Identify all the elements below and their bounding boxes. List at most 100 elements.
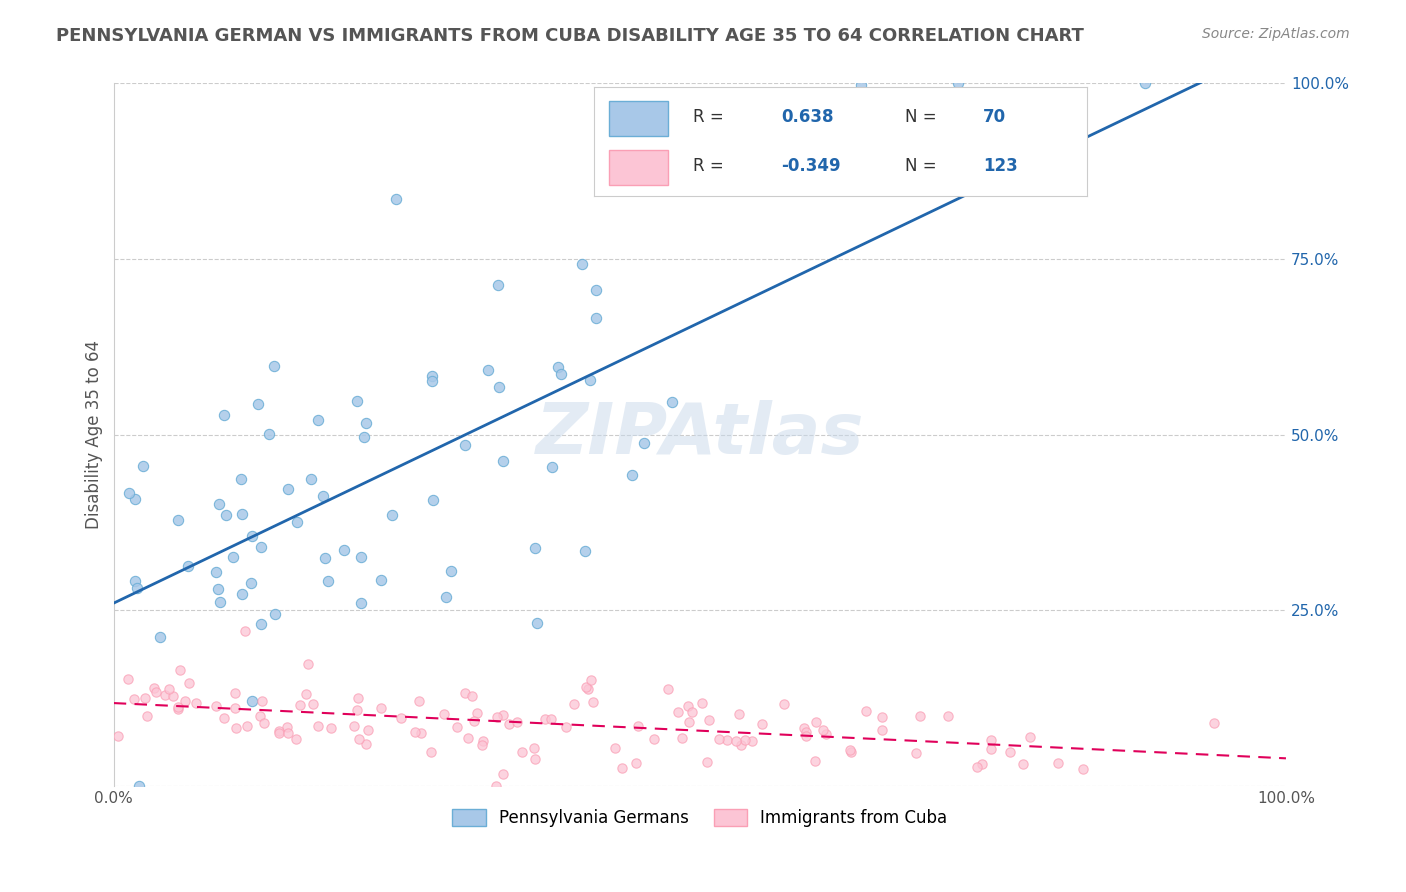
Point <box>676 699 699 714</box>
Point <box>904 746 927 760</box>
Point <box>389 711 412 725</box>
Point <box>231 587 253 601</box>
Point <box>870 710 893 724</box>
Point <box>356 416 378 430</box>
Point <box>575 681 598 695</box>
Point <box>498 716 520 731</box>
Point <box>657 681 679 696</box>
Point <box>224 686 246 700</box>
Point <box>204 565 226 579</box>
Point <box>246 397 269 411</box>
Point <box>661 395 683 409</box>
Point <box>136 709 159 723</box>
Point <box>143 681 166 695</box>
Point <box>239 576 262 591</box>
Point <box>564 698 586 712</box>
Point <box>253 715 276 730</box>
Point <box>434 590 457 604</box>
Point <box>550 367 572 381</box>
Point <box>285 516 308 530</box>
Point <box>697 714 720 728</box>
Point <box>794 725 817 739</box>
Point <box>370 701 392 715</box>
Point <box>681 706 703 720</box>
Point <box>314 551 336 566</box>
Point <box>177 675 200 690</box>
Point <box>356 723 378 737</box>
Point <box>132 458 155 473</box>
Point <box>167 513 190 527</box>
Point <box>157 682 180 697</box>
Point <box>454 437 477 451</box>
Point <box>621 468 644 483</box>
Point <box>579 673 602 687</box>
Point <box>212 711 235 725</box>
Point <box>145 685 167 699</box>
Point <box>526 616 548 631</box>
Point <box>574 543 596 558</box>
Point <box>380 508 402 523</box>
Point <box>730 738 752 752</box>
Point <box>793 721 815 735</box>
Point <box>347 691 370 706</box>
Point <box>117 672 139 686</box>
Point <box>643 731 665 746</box>
Point <box>804 714 827 729</box>
Point <box>488 379 510 393</box>
Point <box>870 723 893 737</box>
Point <box>242 694 264 708</box>
Point <box>579 374 602 388</box>
Point <box>249 709 271 723</box>
Point <box>678 715 700 730</box>
Point <box>124 491 146 506</box>
Point <box>582 695 605 709</box>
Point <box>370 573 392 587</box>
Point <box>149 631 172 645</box>
Point <box>477 363 499 377</box>
Point <box>486 710 509 724</box>
Point <box>250 694 273 708</box>
Point <box>222 549 245 564</box>
Point <box>169 664 191 678</box>
Point <box>263 359 285 373</box>
Point <box>385 192 408 206</box>
Point <box>936 709 959 723</box>
Point <box>1135 77 1157 91</box>
Point <box>716 733 738 747</box>
Point <box>312 489 335 503</box>
Point <box>215 508 238 522</box>
Point <box>318 574 340 589</box>
Point <box>249 540 271 554</box>
Point <box>773 698 796 712</box>
Text: Source: ZipAtlas.com: Source: ZipAtlas.com <box>1202 27 1350 41</box>
Point <box>346 394 368 409</box>
Point <box>208 498 231 512</box>
Point <box>166 702 188 716</box>
Point <box>463 714 485 728</box>
Point <box>794 729 817 743</box>
Point <box>267 726 290 740</box>
Point <box>124 574 146 589</box>
Point <box>162 689 184 703</box>
Point <box>547 359 569 374</box>
Point <box>128 779 150 793</box>
Point <box>849 78 872 92</box>
Point <box>347 732 370 747</box>
Point <box>839 745 862 759</box>
Point <box>353 430 375 444</box>
Text: PENNSYLVANIA GERMAN VS IMMIGRANTS FROM CUBA DISABILITY AGE 35 TO 64 CORRELATION : PENNSYLVANIA GERMAN VS IMMIGRANTS FROM C… <box>56 27 1084 45</box>
Point <box>492 454 515 468</box>
Point <box>709 731 731 746</box>
Point <box>404 725 426 739</box>
Point <box>422 374 444 388</box>
Point <box>124 691 146 706</box>
Point <box>472 734 495 748</box>
Point <box>461 690 484 704</box>
Point <box>486 277 509 292</box>
Point <box>288 698 311 712</box>
Point <box>107 729 129 743</box>
Point <box>276 721 298 735</box>
Point <box>585 284 607 298</box>
Point <box>540 712 562 726</box>
Point <box>422 492 444 507</box>
